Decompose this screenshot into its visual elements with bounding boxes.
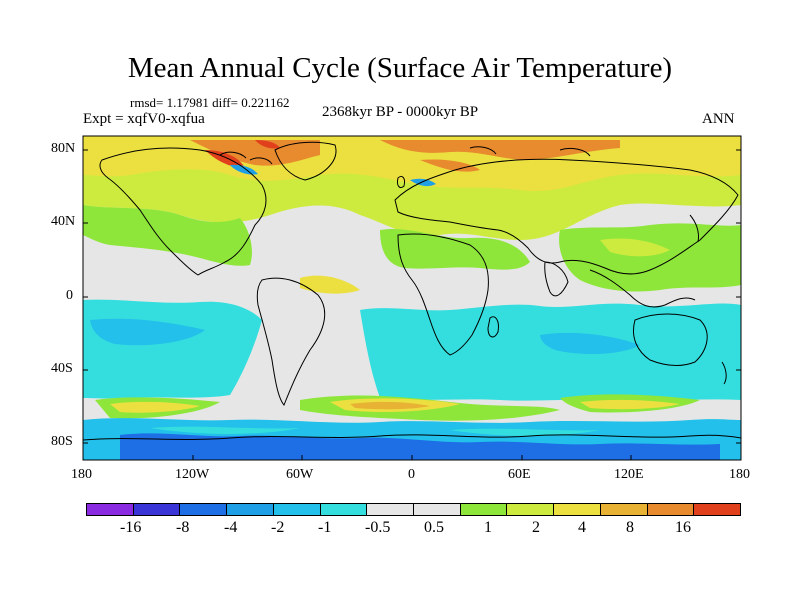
field-south-cyan	[83, 299, 741, 401]
map-title: Mean Annual Cycle (Surface Air Temperatu…	[127, 52, 673, 84]
coastlines	[83, 141, 741, 441]
field-antarctic-darkblue	[120, 433, 720, 460]
legend-label: 2	[532, 519, 540, 536]
lat-label-80n: 80N	[51, 141, 76, 156]
coast-madagascar	[487, 316, 499, 338]
field-north-orange	[190, 140, 620, 172]
field-trop-green-2	[380, 228, 530, 270]
legend-label: -1	[318, 519, 332, 536]
field-south-lightblue	[90, 318, 640, 355]
coast-antarctica	[83, 434, 741, 441]
legend-label: -0.5	[365, 519, 391, 536]
legend-label: -16	[120, 519, 142, 536]
coast-greenland	[274, 141, 337, 181]
lat-label-0: 0	[66, 288, 73, 303]
legend-swatch	[180, 504, 228, 515]
lon-label-120w: 120W	[175, 467, 210, 482]
lon-label-180w: 180	[71, 467, 92, 482]
legend-swatch	[273, 504, 321, 515]
legend-label: -4	[224, 519, 238, 536]
lon-label-60e: 60E	[508, 467, 531, 482]
legend-swatch	[87, 504, 134, 515]
field-antarctic-cyan	[150, 426, 600, 436]
legend-swatch	[320, 504, 368, 515]
coast-india	[544, 261, 569, 297]
legend-swatch	[133, 504, 181, 515]
legend-label: 16	[675, 519, 691, 536]
legend-label: 8	[626, 519, 634, 536]
legend-colorbar	[86, 503, 741, 516]
stats-text: rmsd= 1.17981 diff= 0.221162	[130, 95, 290, 110]
field-north-red	[205, 140, 280, 168]
legend-swatch	[554, 504, 601, 515]
lon-label-0: 0	[408, 467, 415, 482]
lat-label-80s: 80S	[51, 434, 73, 449]
coast-north-america	[99, 147, 267, 276]
field-trop-yellow-2	[300, 275, 360, 294]
lon-label-180e: 180	[729, 467, 750, 482]
legend-label: 1	[484, 519, 492, 536]
lon-label-120e: 120E	[614, 467, 644, 482]
season-label: ANN	[702, 111, 735, 127]
legend-label: 0.5	[424, 519, 444, 536]
coast-uk	[397, 175, 405, 189]
legend-swatch	[414, 504, 461, 515]
legend-label: -8	[176, 519, 190, 536]
period-label: 2368kyr BP - 0000kyr BP	[322, 104, 479, 120]
anomaly-field	[83, 136, 741, 460]
field-trop-green-3	[559, 223, 741, 292]
coast-europe-asia	[394, 158, 739, 275]
field-trop-yellow-1	[420, 198, 670, 257]
lat-ticks	[83, 149, 741, 444]
coast-arctic-islands	[219, 146, 591, 165]
lat-label-40n: 40N	[51, 214, 76, 229]
lon-ticks	[82, 455, 742, 460]
legend-swatch	[367, 504, 415, 515]
legend-swatch	[227, 504, 274, 515]
coast-australia	[633, 313, 708, 367]
lat-label-40s: 40S	[51, 361, 73, 376]
experiment-label: Expt = xqfV0-xqfua	[83, 111, 205, 127]
coast-japan	[689, 214, 699, 243]
legend-label: -2	[271, 519, 285, 536]
legend-swatch	[460, 504, 508, 515]
coast-south-america	[256, 277, 326, 406]
coast-new-zealand	[721, 361, 727, 385]
legend-swatch	[600, 504, 648, 515]
legend-swatch	[694, 504, 741, 515]
field-south-orange	[350, 401, 430, 410]
legend-label: 4	[578, 519, 586, 536]
coast-africa	[397, 233, 489, 356]
legend-swatch	[507, 504, 555, 515]
coast-southeast-asia	[589, 269, 696, 308]
legend-swatch	[647, 504, 695, 515]
field-trop-green-1	[83, 205, 252, 266]
lon-label-60w: 60W	[286, 467, 314, 482]
